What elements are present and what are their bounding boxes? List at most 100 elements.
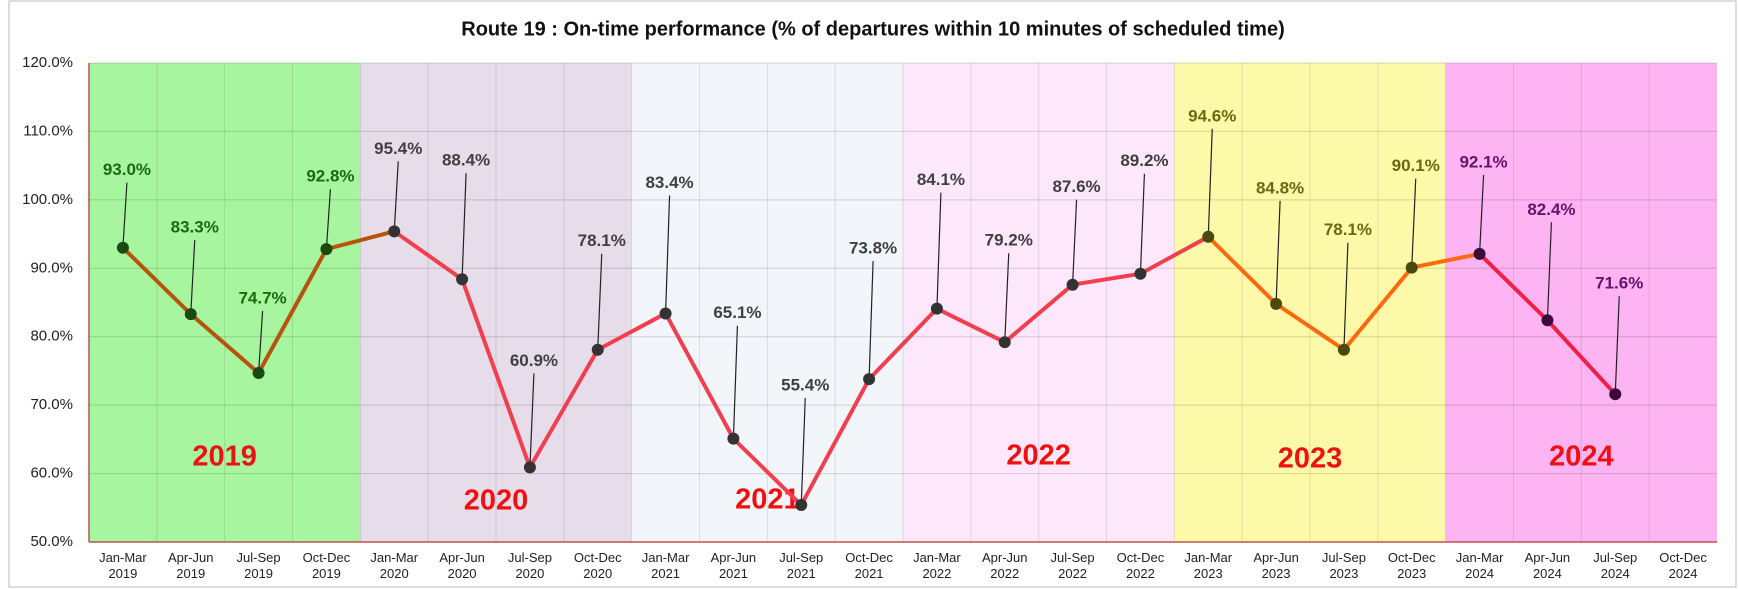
- data-label: 92.1%: [1459, 152, 1507, 171]
- data-label: 84.8%: [1256, 178, 1304, 197]
- leader-line: [1546, 222, 1553, 321]
- data-label: 83.3%: [171, 218, 219, 237]
- marker: [863, 373, 876, 386]
- year-band: [631, 63, 903, 542]
- data-label: 95.4%: [374, 139, 422, 158]
- line-segment: [731, 436, 804, 508]
- marker: [659, 307, 672, 320]
- leader-line: [936, 192, 942, 309]
- year-label: 2022: [1006, 440, 1071, 472]
- data-label: 78.1%: [578, 231, 626, 250]
- x-tick-label: Jan-Mar 2020: [370, 550, 418, 581]
- line-segment: [934, 306, 1007, 345]
- marker: [1202, 230, 1215, 243]
- line-segment: [1409, 251, 1482, 270]
- x-tick-label: Oct-Dec 2021: [845, 550, 893, 581]
- leader-line: [868, 261, 874, 380]
- line-segment: [1341, 265, 1414, 352]
- marker: [1337, 343, 1350, 356]
- x-tick-label: Oct-Dec 2024: [1659, 550, 1707, 581]
- y-tick-label: 110.0%: [23, 122, 73, 139]
- data-label: 82.4%: [1527, 200, 1575, 219]
- line-segment: [324, 229, 397, 252]
- marker: [1405, 261, 1418, 274]
- y-tick-label: 90.0%: [30, 259, 73, 276]
- data-label: 94.6%: [1188, 106, 1236, 125]
- marker: [320, 243, 333, 256]
- leader-line: [1614, 296, 1620, 395]
- year-band: [1445, 63, 1717, 542]
- data-label: 78.1%: [1324, 220, 1372, 239]
- y-tick-label: 120.0%: [22, 54, 73, 71]
- data-label: 65.1%: [713, 303, 761, 322]
- leader-line: [529, 373, 535, 468]
- x-tick-label: Oct-Dec 2019: [303, 550, 351, 581]
- leader-line: [393, 161, 399, 232]
- series: [120, 229, 1618, 508]
- year-band: [360, 63, 632, 542]
- line-segment: [120, 245, 193, 317]
- marker: [1473, 247, 1486, 260]
- leader-line: [1411, 178, 1417, 268]
- year-band: [1174, 63, 1446, 542]
- y-tick-label: 70.0%: [30, 396, 73, 413]
- leader-line: [1478, 174, 1485, 254]
- x-tick-label: Oct-Dec 2020: [574, 550, 622, 581]
- line-segment: [663, 311, 736, 441]
- x-tick-label: Apr-Jun 2024: [1525, 550, 1571, 581]
- data-label: 55.4%: [781, 376, 829, 395]
- leader-line: [325, 189, 332, 250]
- marker: [1066, 278, 1079, 291]
- data-label: 79.2%: [985, 231, 1033, 250]
- marker: [1609, 388, 1622, 401]
- line-segment: [595, 311, 668, 352]
- x-tick-label: Jul-Sep 2021: [779, 550, 823, 581]
- x-tick-label: Apr-Jun 2020: [439, 550, 485, 581]
- leader-line: [1343, 242, 1349, 350]
- leader-line: [732, 325, 739, 439]
- line-segment: [460, 277, 532, 470]
- marker: [456, 273, 469, 286]
- x-tick-label: Jul-Sep 2024: [1593, 550, 1637, 581]
- line-segment: [867, 306, 939, 382]
- data-label: 90.1%: [1392, 156, 1440, 175]
- x-tick-label: Jan-Mar 2021: [642, 550, 690, 581]
- line-segment: [527, 347, 600, 470]
- leader-line: [664, 195, 671, 314]
- marker: [1541, 314, 1554, 327]
- x-tick-label: Oct-Dec 2022: [1117, 550, 1165, 581]
- x-tick-label: Jul-Sep 2020: [508, 550, 552, 581]
- chart-title: Route 19 : On-time performance (% of dep…: [461, 18, 1284, 40]
- x-tick-label: Jan-Mar 2019: [99, 550, 147, 581]
- year-label: 2020: [464, 485, 529, 517]
- line-segment: [1274, 301, 1346, 352]
- line-segment: [1002, 282, 1075, 345]
- leader-line: [1004, 253, 1010, 343]
- marker: [523, 461, 536, 474]
- line-segment: [392, 229, 465, 282]
- leader-line: [1207, 128, 1213, 237]
- data-label: 74.7%: [238, 288, 286, 307]
- marker: [1134, 267, 1147, 280]
- leader-line: [122, 182, 128, 248]
- line-segment: [256, 247, 329, 375]
- marker: [116, 241, 129, 254]
- marker: [388, 225, 401, 238]
- x-tick-label: Jan-Mar 2024: [1456, 550, 1504, 581]
- line-segment: [1545, 318, 1618, 397]
- leader-line: [190, 240, 196, 315]
- y-tick-label: 60.0%: [30, 465, 73, 482]
- data-label: 87.6%: [1052, 177, 1100, 196]
- y-tick-label: 100.0%: [22, 191, 73, 208]
- x-tick-label: Apr-Jun 2021: [711, 550, 757, 581]
- marker: [930, 302, 943, 315]
- data-label: 73.8%: [849, 239, 897, 258]
- line-segment: [1138, 234, 1211, 276]
- x-tick-label: Jan-Mar 2023: [1184, 550, 1232, 581]
- year-label: 2019: [192, 441, 257, 473]
- line-segment: [1477, 251, 1550, 323]
- leader-line: [800, 398, 806, 506]
- marker: [591, 343, 604, 356]
- data-label: 84.1%: [917, 170, 965, 189]
